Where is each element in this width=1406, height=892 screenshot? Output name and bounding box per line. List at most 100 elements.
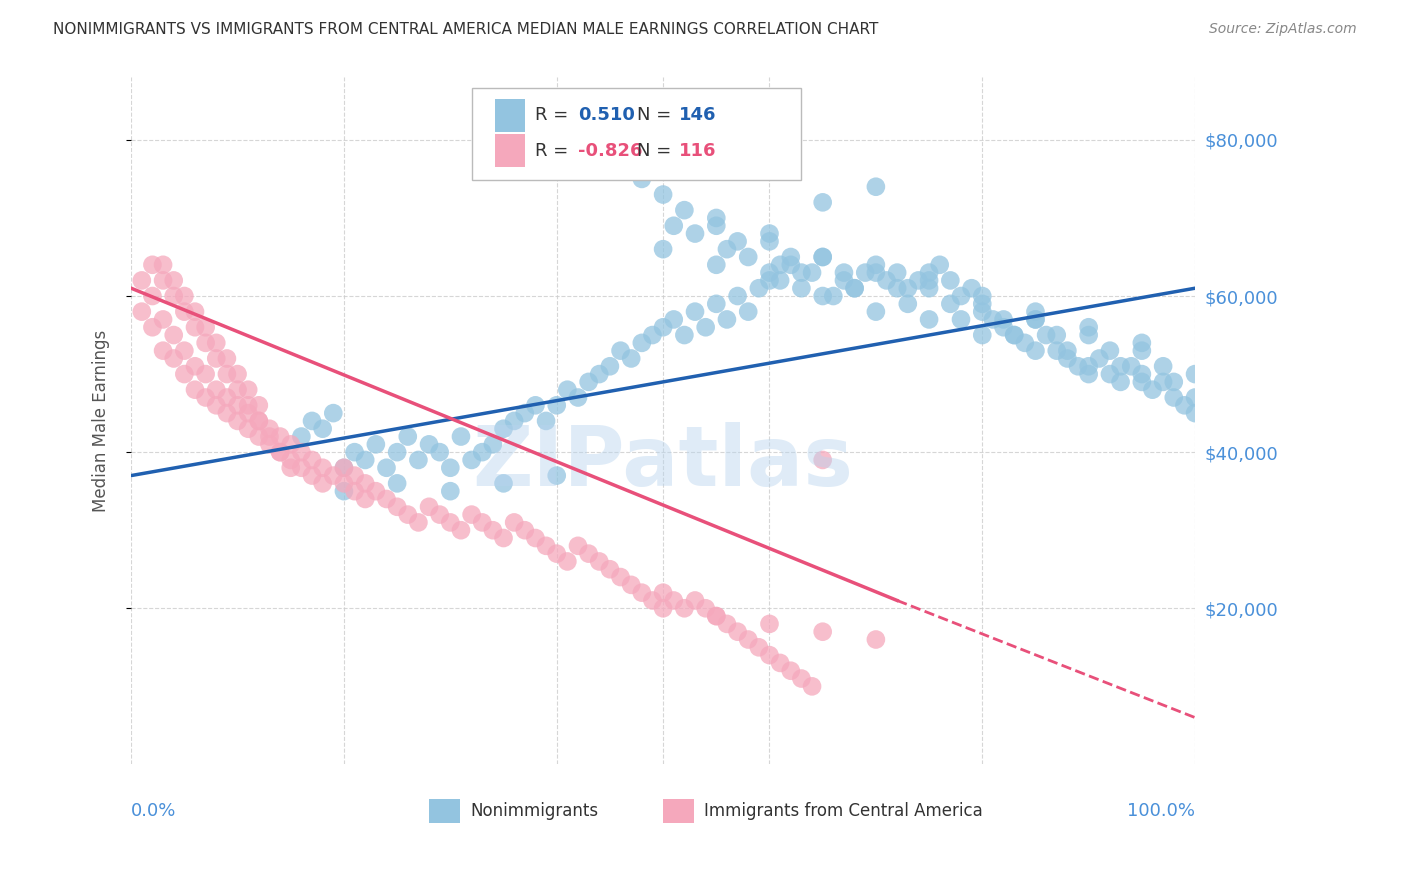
Point bbox=[247, 414, 270, 428]
FancyBboxPatch shape bbox=[664, 799, 693, 823]
Point bbox=[949, 312, 972, 326]
Point bbox=[1024, 312, 1046, 326]
Point bbox=[439, 516, 461, 530]
Point bbox=[482, 437, 505, 451]
Point bbox=[226, 398, 249, 412]
Point bbox=[439, 484, 461, 499]
Point bbox=[131, 273, 153, 287]
Point bbox=[939, 297, 962, 311]
Point bbox=[748, 640, 770, 655]
Point bbox=[620, 578, 643, 592]
Point bbox=[769, 273, 792, 287]
Point bbox=[247, 414, 270, 428]
Text: 146: 146 bbox=[679, 106, 717, 124]
Point bbox=[141, 320, 163, 334]
Point bbox=[737, 304, 759, 318]
Point bbox=[907, 273, 929, 287]
Point bbox=[949, 289, 972, 303]
Point bbox=[247, 429, 270, 443]
Point bbox=[173, 343, 195, 358]
Point bbox=[832, 273, 855, 287]
Point bbox=[1046, 328, 1069, 343]
Point bbox=[205, 383, 228, 397]
Point bbox=[758, 227, 780, 241]
Point bbox=[993, 312, 1015, 326]
Point bbox=[333, 484, 356, 499]
Text: Immigrants from Central America: Immigrants from Central America bbox=[704, 802, 983, 820]
Text: R =: R = bbox=[536, 142, 575, 160]
Point bbox=[662, 219, 685, 233]
Point bbox=[460, 453, 482, 467]
Point bbox=[832, 266, 855, 280]
Point bbox=[385, 445, 408, 459]
Point bbox=[152, 273, 174, 287]
Point bbox=[385, 500, 408, 514]
Point bbox=[269, 429, 291, 443]
Point bbox=[748, 281, 770, 295]
Point bbox=[375, 460, 398, 475]
Point bbox=[662, 593, 685, 607]
Point bbox=[758, 266, 780, 280]
Point bbox=[269, 445, 291, 459]
Point bbox=[567, 539, 589, 553]
Point bbox=[993, 320, 1015, 334]
Point bbox=[1014, 335, 1036, 350]
Point bbox=[662, 312, 685, 326]
Point bbox=[280, 460, 302, 475]
Point bbox=[683, 593, 706, 607]
Point bbox=[471, 516, 494, 530]
Point bbox=[779, 250, 801, 264]
Point bbox=[333, 460, 356, 475]
Point bbox=[1077, 328, 1099, 343]
Point bbox=[1184, 406, 1206, 420]
Point bbox=[811, 289, 834, 303]
Text: N =: N = bbox=[637, 142, 676, 160]
Point bbox=[238, 406, 260, 420]
Point bbox=[205, 335, 228, 350]
Point bbox=[876, 273, 898, 287]
Point bbox=[578, 547, 600, 561]
Point bbox=[886, 281, 908, 295]
Text: R =: R = bbox=[536, 106, 575, 124]
Point bbox=[897, 297, 920, 311]
Text: -0.826: -0.826 bbox=[578, 142, 643, 160]
Point bbox=[652, 320, 675, 334]
Point bbox=[801, 679, 824, 693]
Point bbox=[567, 391, 589, 405]
Point bbox=[311, 422, 333, 436]
Point bbox=[311, 460, 333, 475]
Point bbox=[259, 429, 281, 443]
Point bbox=[1077, 367, 1099, 381]
Point bbox=[152, 343, 174, 358]
Point bbox=[492, 422, 515, 436]
Point bbox=[1098, 367, 1121, 381]
Point bbox=[301, 414, 323, 428]
Point bbox=[716, 616, 738, 631]
Text: ZIPatlas: ZIPatlas bbox=[472, 422, 853, 503]
Point bbox=[333, 476, 356, 491]
Point bbox=[215, 391, 238, 405]
Point bbox=[429, 445, 451, 459]
Point bbox=[588, 554, 610, 568]
Point bbox=[609, 343, 631, 358]
Point bbox=[695, 320, 717, 334]
Point bbox=[865, 266, 887, 280]
Point bbox=[1163, 375, 1185, 389]
Point bbox=[557, 383, 579, 397]
Point bbox=[226, 414, 249, 428]
Point bbox=[1056, 343, 1078, 358]
Point bbox=[811, 624, 834, 639]
Point bbox=[928, 258, 950, 272]
Point bbox=[652, 242, 675, 256]
Point bbox=[1098, 343, 1121, 358]
Point bbox=[652, 187, 675, 202]
Point bbox=[716, 312, 738, 326]
Point bbox=[450, 523, 472, 537]
Point bbox=[737, 250, 759, 264]
Point bbox=[1130, 367, 1153, 381]
Point bbox=[695, 601, 717, 615]
Point bbox=[482, 523, 505, 537]
Point bbox=[790, 281, 813, 295]
Point bbox=[630, 172, 652, 186]
Point bbox=[1130, 335, 1153, 350]
